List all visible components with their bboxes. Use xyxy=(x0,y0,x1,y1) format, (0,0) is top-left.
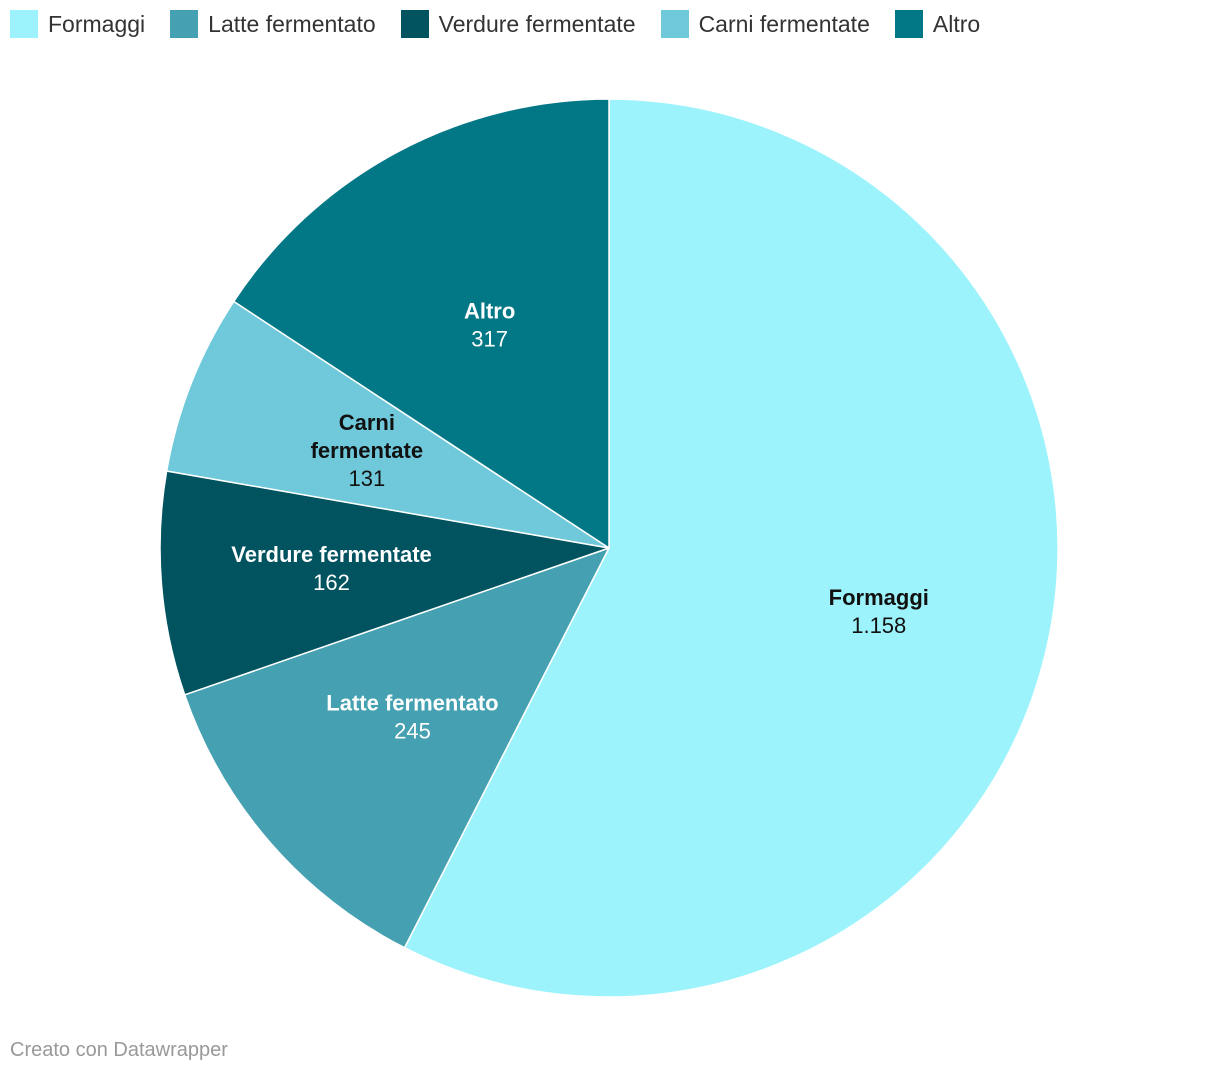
slice-category-label: Formaggi xyxy=(829,585,929,610)
legend-swatch xyxy=(660,10,689,38)
slice-category-label: Carni xyxy=(339,410,395,435)
legend-item-formaggi: Formaggi xyxy=(10,10,145,38)
pie-slice-latte-fermentato xyxy=(183,547,610,949)
legend-swatch xyxy=(400,10,429,38)
legend-label: Formaggi xyxy=(48,10,146,37)
slice-value-label: 162 xyxy=(313,570,350,595)
slice-category-label: Verdure fermentate xyxy=(231,542,432,567)
pie-slice-formaggi xyxy=(403,98,1059,998)
legend-item-altro: Altro xyxy=(894,10,981,38)
legend-item-latte-fermentato: Latte fermentato xyxy=(170,10,376,38)
slice-value-label: 131 xyxy=(348,466,385,491)
legend-label: Carni fermentate xyxy=(698,10,870,37)
pie-slice-altro xyxy=(233,98,610,549)
legend-swatch xyxy=(170,10,199,38)
slice-category-label: fermentate xyxy=(311,438,423,463)
pie-slice-verdure-fermentate xyxy=(159,470,610,696)
slice-category-label: Altro xyxy=(464,299,515,324)
legend-label: Verdure fermentate xyxy=(438,10,636,37)
legend-label: Altro xyxy=(932,10,981,37)
legend-item-carni-fermentate: Carni fermentate xyxy=(660,10,870,38)
slice-label-group: Altro 317 xyxy=(464,299,515,352)
legend-swatch xyxy=(10,10,38,38)
chart-legend: Formaggi Latte fermentato Verdure fermen… xyxy=(10,8,1005,40)
slice-category-label: Latte fermentato xyxy=(326,691,498,716)
slice-label-group: Carni fermentate 131 xyxy=(311,410,423,491)
slice-value-label: 1.158 xyxy=(851,613,906,638)
pie-slice-carni-fermentate xyxy=(165,300,610,549)
slice-label-group: Latte fermentato 245 xyxy=(326,691,498,744)
slice-value-label: 317 xyxy=(471,327,508,352)
legend-label: Latte fermentato xyxy=(208,10,376,37)
slice-value-label: 245 xyxy=(394,719,431,744)
legend-swatch xyxy=(894,10,923,38)
slice-label-group: Verdure fermentate 162 xyxy=(231,542,432,595)
slice-label-group: Formaggi 1.158 xyxy=(829,585,929,638)
footer-credit: Creato con Datawrapper xyxy=(10,1039,228,1061)
legend-item-verdure-fermentate: Verdure fermentate xyxy=(400,10,636,38)
